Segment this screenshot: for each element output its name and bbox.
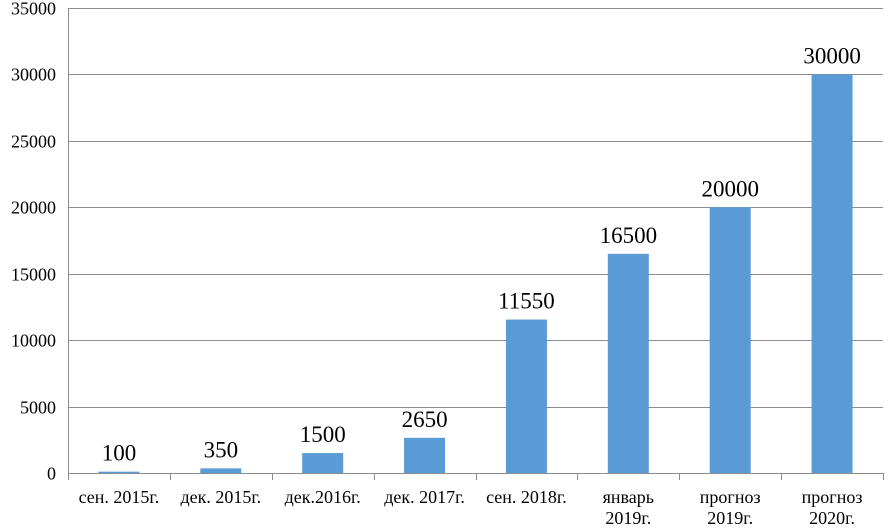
- x-category-label: дек.2016г.: [285, 487, 361, 507]
- bar: [607, 253, 649, 473]
- data-label: 11550: [498, 289, 555, 314]
- y-tick-label: 20000: [11, 198, 56, 218]
- y-axis-ticks: 0 5000 10000 15000 20000 25000 30000 35000: [11, 0, 56, 484]
- data-label: 30000: [803, 43, 861, 68]
- x-category-label: дек. 2015г.: [180, 487, 261, 507]
- x-category-label: сен. 2015г.: [79, 487, 160, 507]
- data-labels: 100 350 1500 2650 11550 16500 20000 30000: [102, 43, 861, 465]
- data-label: 350: [204, 437, 239, 462]
- bar: [709, 207, 751, 474]
- y-tick-label: 10000: [11, 331, 56, 351]
- y-tick-label: 35000: [11, 0, 56, 19]
- bar: [505, 319, 547, 473]
- y-tick-label: 15000: [11, 265, 56, 285]
- data-label: 16500: [600, 223, 658, 248]
- bar: [98, 471, 140, 473]
- y-tick-label: 30000: [11, 65, 56, 85]
- x-category-label: сен. 2018г.: [486, 487, 567, 507]
- x-category-label: январь 2019г.: [603, 487, 654, 528]
- bar: [811, 74, 853, 473]
- y-tick-label: 5000: [20, 398, 56, 418]
- x-category-label: прогноз 2020г.: [802, 487, 863, 528]
- y-tick-label: 0: [47, 464, 56, 484]
- bar: [404, 437, 446, 473]
- data-label: 100: [102, 441, 137, 466]
- bar: [302, 453, 344, 473]
- data-label: 20000: [701, 176, 759, 201]
- x-axis-categories: сен. 2015г. дек. 2015г. дек.2016г. дек. 201…: [79, 487, 863, 528]
- x-category-label: прогноз 2019г.: [700, 487, 761, 528]
- y-tick-label: 25000: [11, 132, 56, 152]
- bars: [98, 74, 853, 474]
- x-category-label: дек. 2017г.: [384, 487, 465, 507]
- data-label: 2650: [402, 407, 448, 432]
- bar: [200, 468, 242, 473]
- gridlines: [68, 8, 884, 480]
- data-label: 1500: [300, 422, 346, 447]
